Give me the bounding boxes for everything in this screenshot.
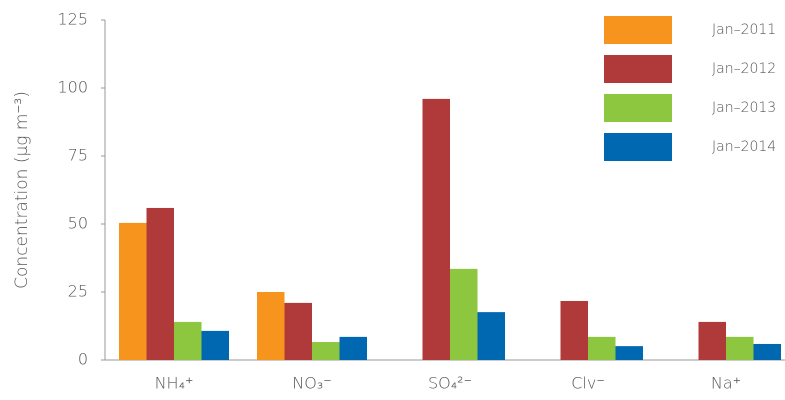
bar — [615, 346, 643, 360]
legend-swatch — [604, 94, 672, 122]
bar — [726, 336, 754, 360]
bar — [339, 336, 367, 360]
y-tick-label: 0 — [78, 350, 88, 369]
bar — [698, 321, 726, 360]
x-tick-label: NO₃⁻ — [292, 374, 331, 393]
legend-label: Jan–2011 — [712, 22, 776, 38]
bar — [422, 98, 450, 360]
bar — [753, 343, 781, 360]
bar — [257, 292, 285, 360]
x-tick-label: NH₄⁺ — [155, 374, 194, 393]
x-tick-label: Na⁺ — [711, 374, 741, 393]
bar — [201, 330, 229, 360]
legend-swatch — [604, 133, 672, 161]
bar — [174, 321, 202, 360]
legend-label: Jan–2014 — [712, 139, 776, 155]
y-axis-label: Concentration (μg m⁻³) — [12, 91, 32, 289]
bar — [477, 312, 505, 360]
bar — [119, 222, 147, 360]
x-tick-label: SO₄²⁻ — [428, 374, 472, 393]
bar — [560, 300, 588, 360]
y-tick-label: 75 — [68, 146, 88, 165]
y-tick-label: 100 — [57, 78, 88, 97]
y-tick-label: 50 — [68, 214, 88, 233]
bar — [146, 207, 174, 360]
bar — [284, 302, 312, 360]
bar — [588, 336, 616, 360]
legend-label: Jan–2012 — [712, 61, 776, 77]
bar — [312, 342, 340, 360]
legend-swatch — [604, 55, 672, 83]
x-tick-label: Clv⁻ — [571, 374, 605, 393]
y-tick-label: 125 — [57, 10, 88, 29]
legend-swatch — [604, 16, 672, 44]
legend-label: Jan–2013 — [712, 100, 776, 116]
bar — [450, 268, 478, 360]
y-tick-label: 25 — [68, 282, 88, 301]
